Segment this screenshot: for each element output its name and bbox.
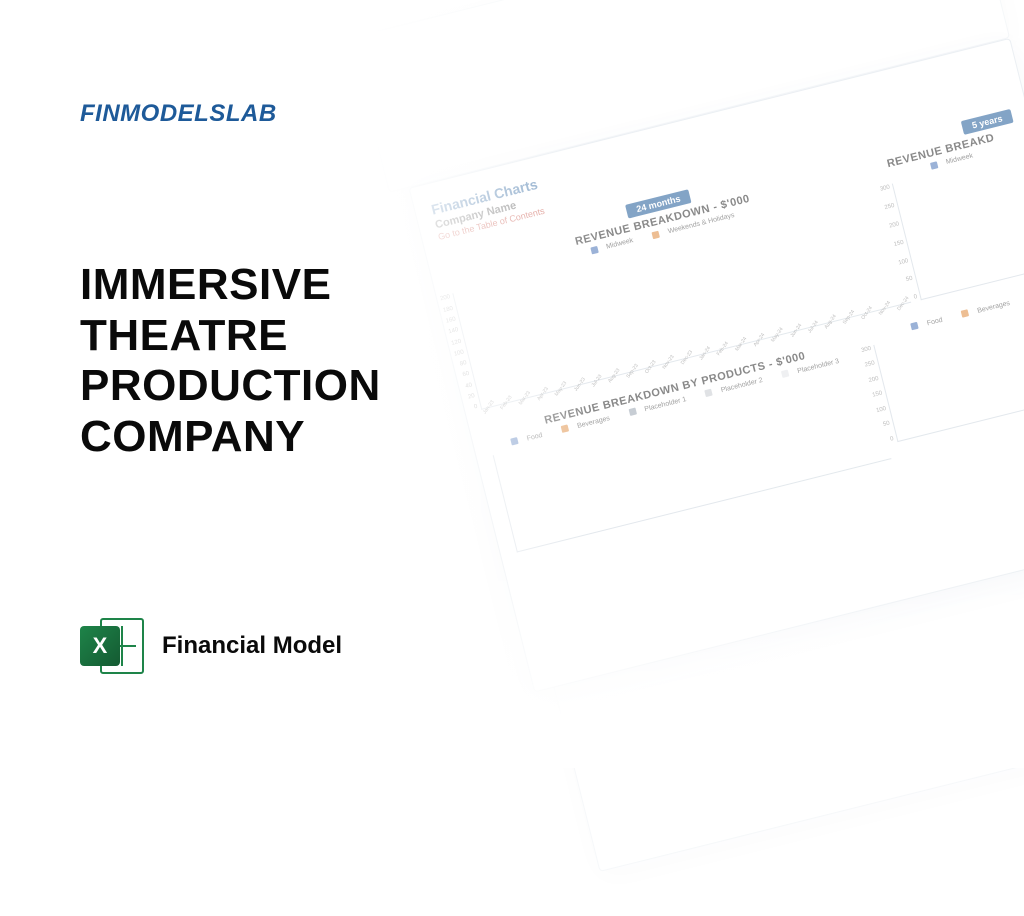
chart-products-24m: REVENUE BREAKDOWN BY PRODUCTS - $'000 Fo… [486,336,891,552]
chart-products-5y: Food Beverages 300250200150100500 [871,288,1024,457]
legend-bev-r: Beverages [977,300,1011,315]
chart4-legend: Food Beverages [871,288,1024,341]
excel-icon: X [80,614,144,678]
chart3-bars [493,362,892,552]
legend-ph3: Placeholder 3 [797,358,840,375]
legend-ph2: Placeholder 2 [720,377,763,394]
product-type-block: X Financial Model [80,614,342,678]
chart-revenue-24m: 24 months REVENUE BREAKDOWN - $'000 Midw… [441,141,914,418]
product-card: Financial Charts Company Name Go to the … [0,0,1024,768]
legend-beverages: Beverages [576,415,610,430]
sheet-header-title: Financial Charts [430,60,1002,217]
title-line-4: COMPANY [80,412,381,463]
sheet-company-name: Company Name [434,78,1005,231]
chart-right-yaxis: 300250200150100500 [870,185,918,305]
chart4-yaxis: 300250200150100500 [851,345,894,446]
excel-icon-letter: X [80,626,120,666]
chart1-xaxis: Jan-23Feb-23Mar-23Apr-23May-23Jun-23Jul-… [482,305,914,418]
chart1-yaxis: 200180160140120100806040200 [430,294,478,414]
badge-24-months: 24 months [625,189,691,218]
title-line-2: THEATRE [80,311,381,362]
title-line-3: PRODUCTION [80,361,381,412]
chart1-title: REVENUE BREAKDOWN - $'000 [446,161,879,280]
legend-food: Food [526,432,543,443]
chart3-legend: Food Beverages Placeholder 1 Placeholder… [490,351,866,452]
chart1-legend: Midweek Weekends & Holidays [450,175,882,289]
legend-midweek: Midweek [606,237,634,250]
chart-right-title: REVENUE BREAKD [886,126,1018,170]
brand-logo: FINMODELSLAB [80,100,277,128]
chart1-bars: 200180160140120100806040200 [452,186,911,410]
legend-ph1: Placeholder 1 [644,396,687,413]
mockup-sheet-bottom [551,533,1024,872]
mockup-sheet-main: Financial Charts Company Name Go to the … [408,38,1024,693]
chart-revenue-5y: 5 years REVENUE BREAKD Midweek 300250200… [881,106,1024,308]
subtitle: Financial Model [162,632,342,660]
page-title: IMMERSIVE THEATRE PRODUCTION COMPANY [80,260,381,462]
legend-food-r: Food [926,316,943,327]
sheet-toc-link: Go to the Table of Contents [437,90,1008,241]
chart-right-bars: 300250200150100500 [892,152,1024,301]
title-line-1: IMMERSIVE [80,260,381,311]
chart-right-legend: Midweek [889,141,1020,180]
legend-weekend: Weekends & Holidays [667,212,735,235]
chart3-title: REVENUE BREAKDOWN BY PRODUCTS - $'000 [486,336,863,441]
chart4-bars: 300250200150100500 [873,299,1024,442]
badge-5-years: 5 years [961,109,1014,135]
legend-midweek-r: Midweek [945,153,973,166]
mockup-sheet-top [350,0,1010,193]
